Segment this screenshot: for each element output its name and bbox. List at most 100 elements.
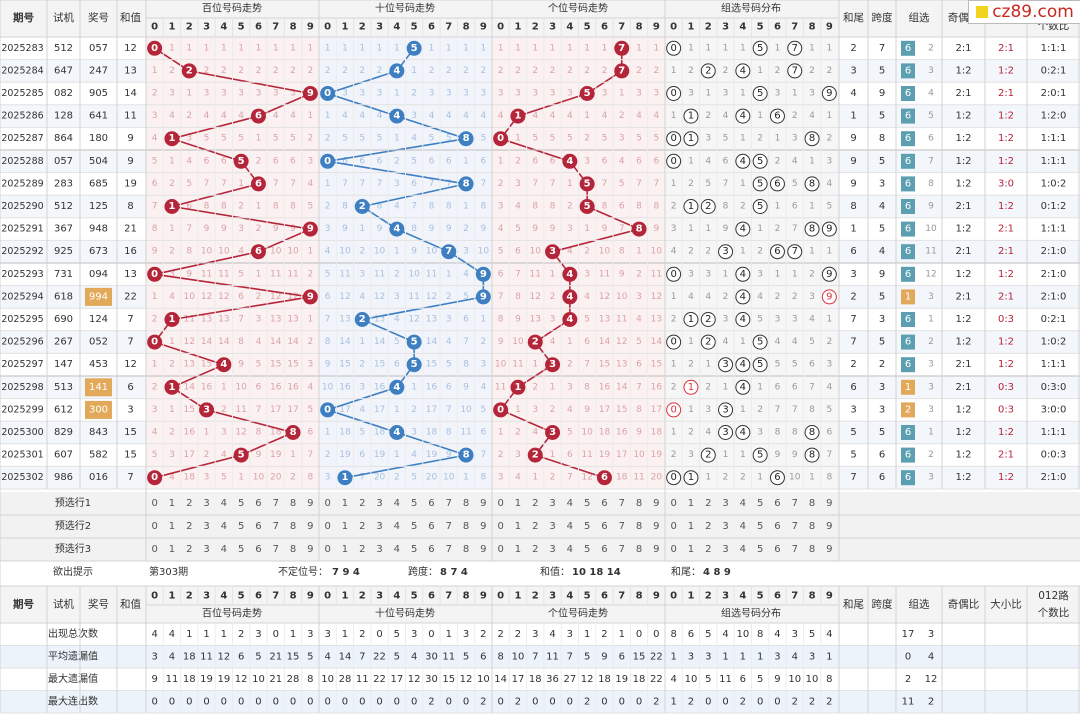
stats-value: 18 <box>183 651 196 662</box>
miss-value: 2 <box>342 66 348 76</box>
header-digit: 6 <box>255 22 262 33</box>
miss-value: 6 <box>186 202 192 212</box>
stats-value: 4 <box>549 629 555 640</box>
candidate-digit: 4 <box>221 521 227 532</box>
stats-value: 5 <box>307 651 313 662</box>
group-miss-value: 2 <box>671 382 677 392</box>
miss-value: 5 <box>446 360 452 370</box>
group-miss-value: 1 <box>757 473 763 483</box>
group-digit: 6 <box>774 472 780 483</box>
miss-value: 2 <box>394 156 400 166</box>
number-ball <box>475 289 491 305</box>
row-group-select-miss: 1 <box>928 315 934 325</box>
miss-value: 4 <box>152 134 158 144</box>
row-group-select-miss: 10 <box>925 224 937 234</box>
candidate-digit: 5 <box>238 498 244 509</box>
stats-value: 4 <box>169 651 175 662</box>
miss-value: 16 <box>599 382 611 392</box>
row-odd-even: 1:2 <box>955 65 971 76</box>
miss-value: 12 <box>339 292 350 302</box>
header-digit: 7 <box>272 22 279 33</box>
stats-value: 22 <box>650 651 663 662</box>
miss-value: 7 <box>221 179 227 189</box>
hint-label: 欲出提示 <box>53 565 93 578</box>
group-digit-circle <box>666 40 682 56</box>
row-background <box>839 443 1080 467</box>
miss-value: 1 <box>169 405 175 415</box>
miss-value: 11 <box>426 269 437 279</box>
stats-value: 2 <box>792 696 798 707</box>
miss-value: 10 <box>339 247 351 257</box>
miss-value: 2 <box>256 66 262 76</box>
row-tail: 2 <box>850 359 856 370</box>
bottom-header-digit: 7 <box>791 591 798 602</box>
row-prize: 685 <box>89 178 108 189</box>
stats-value: 17 <box>512 674 525 685</box>
group-miss-value: 1 <box>740 43 746 53</box>
miss-value: 8 <box>636 405 642 415</box>
stats-value: 21 <box>269 674 282 685</box>
stats-value: 0 <box>636 696 642 707</box>
group-miss-value: 3 <box>757 269 763 279</box>
miss-value: 4 <box>515 202 521 212</box>
site-logo[interactable]: cz89.com <box>968 0 1080 24</box>
group-miss-value: 2 <box>688 179 694 189</box>
miss-value: 4 <box>429 111 435 121</box>
candidate-digit: 4 <box>567 544 573 555</box>
miss-value: 18 <box>339 428 351 438</box>
stats-value: 1 <box>619 629 625 640</box>
miss-value: 14 <box>218 337 230 347</box>
group-digit: 7 <box>792 43 798 54</box>
candidate-digit: 8 <box>809 521 815 532</box>
miss-value: 1 <box>532 43 538 53</box>
group-miss-value: 2 <box>775 292 781 302</box>
group-miss-value: 1 <box>705 224 711 234</box>
group-digit: 2 <box>705 337 711 348</box>
stats-value: 1 <box>290 629 296 640</box>
stats-value: 1 <box>446 629 452 640</box>
candidate-row-background <box>0 492 1080 515</box>
miss-value: 3 <box>636 89 642 99</box>
row-prize: 057 <box>89 43 108 54</box>
miss-value: 1 <box>169 337 175 347</box>
group-miss-value: 1 <box>671 428 677 438</box>
group-miss-value: 1 <box>723 43 729 53</box>
row-period: 2025290 <box>1 201 43 212</box>
miss-value: 1 <box>152 66 158 76</box>
group-digit-circle <box>787 40 803 56</box>
row-group-select: 6 <box>905 88 911 99</box>
stats-group-select-2: 4 <box>928 651 934 662</box>
bottom-zone-title: 个位号码走势 <box>548 607 608 620</box>
miss-value: 5 <box>636 337 642 347</box>
miss-value: 1 <box>394 43 400 53</box>
group-digit: 1 <box>688 382 694 393</box>
stats-value: 0 <box>428 629 434 640</box>
group-miss-value: 1 <box>809 202 815 212</box>
group-select-badge <box>901 402 915 418</box>
header-digit: 8 <box>463 22 470 33</box>
miss-value: 9 <box>238 360 244 370</box>
ball-digit: 4 <box>566 156 573 167</box>
candidate-digit: 1 <box>342 498 348 509</box>
group-miss-value: 3 <box>775 89 781 99</box>
ball-digit: 2 <box>359 314 366 325</box>
group-miss-value: 5 <box>775 360 781 370</box>
miss-value: 4 <box>515 473 521 483</box>
stats-value: 8 <box>307 674 313 685</box>
miss-value: 7 <box>480 179 486 189</box>
row-prize: 994 <box>89 291 108 302</box>
ball-digit: 8 <box>290 427 297 438</box>
group-miss-value: 4 <box>723 337 729 347</box>
group-digit: 4 <box>740 111 746 122</box>
ball-digit: 2 <box>359 201 366 212</box>
miss-value: 6 <box>429 156 435 166</box>
group-miss-value: 1 <box>775 202 781 212</box>
row-tail: 4 <box>850 88 856 99</box>
miss-value: 2 <box>532 66 538 76</box>
group-digit-circle <box>718 425 734 440</box>
candidate-digit: 8 <box>290 498 296 509</box>
miss-value: 10 <box>322 382 334 392</box>
bottom-header-digit: 1 <box>168 591 175 602</box>
group-miss-value: 8 <box>792 428 798 438</box>
stats-value: 2 <box>359 629 365 640</box>
